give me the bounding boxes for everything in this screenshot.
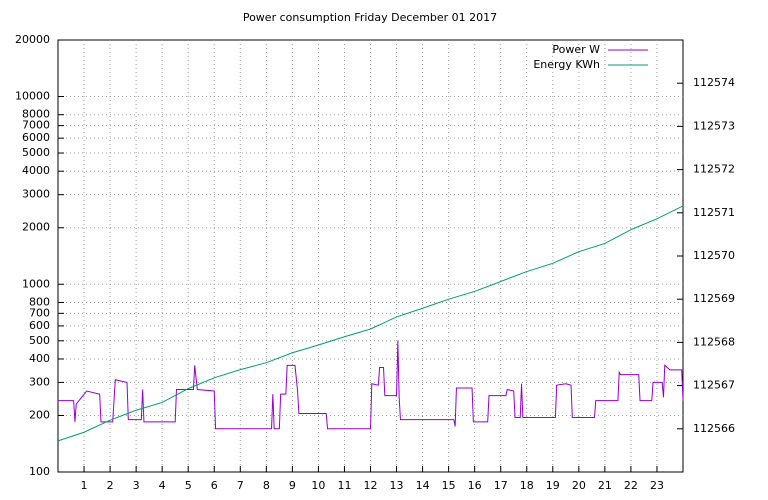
legend-label: Power W	[552, 43, 600, 56]
x-tick-label: 4	[159, 479, 166, 492]
x-tick-label: 15	[442, 479, 456, 492]
y-tick-label: 500	[29, 334, 50, 347]
x-tick-label: 14	[416, 479, 430, 492]
series-line	[57, 205, 684, 442]
x-tick-label: 20	[572, 479, 586, 492]
y-tick-label: 10000	[15, 90, 50, 103]
y-tick-label: 3000	[22, 188, 50, 201]
y-tick-label: 7000	[22, 119, 50, 132]
legend-label: Energy KWh	[533, 58, 600, 71]
y-tick-label: 8000	[22, 108, 50, 121]
x-tick-label: 13	[390, 479, 404, 492]
series-line	[58, 340, 684, 430]
y-tick-label: 6000	[22, 131, 50, 144]
y2-tick-label: 112568	[693, 335, 735, 348]
y2-tick-label: 112566	[693, 422, 735, 435]
y-tick-label: 20000	[15, 33, 50, 46]
y2-tick-label: 112574	[693, 76, 735, 89]
x-tick-label: 23	[650, 479, 664, 492]
x-tick-label: 11	[337, 479, 351, 492]
x-tick-label: 10	[311, 479, 325, 492]
y-tick-label: 600	[29, 319, 50, 332]
x-tick-label: 1	[81, 479, 88, 492]
x-tick-label: 2	[107, 479, 114, 492]
y2-tick-label: 112571	[693, 206, 735, 219]
y2-tick-label: 112572	[693, 163, 735, 176]
x-tick-label: 12	[364, 479, 378, 492]
y2-tick-label: 112573	[693, 119, 735, 132]
y-tick-label: 100	[29, 465, 50, 478]
y-tick-label: 400	[29, 352, 50, 365]
y-tick-label: 700	[29, 306, 50, 319]
y-tick-label: 1000	[22, 277, 50, 290]
y-tick-label: 5000	[22, 146, 50, 159]
x-tick-label: 9	[289, 479, 296, 492]
x-tick-label: 3	[133, 479, 140, 492]
x-tick-label: 22	[624, 479, 638, 492]
y-tick-label: 300	[29, 375, 50, 388]
x-tick-label: 21	[598, 479, 612, 492]
x-tick-label: 5	[185, 479, 192, 492]
y2-tick-label: 112567	[693, 379, 735, 392]
x-tick-label: 16	[468, 479, 482, 492]
x-tick-label: 8	[263, 479, 270, 492]
x-tick-label: 18	[520, 479, 534, 492]
x-tick-label: 7	[237, 479, 244, 492]
y2-tick-label: 112569	[693, 292, 735, 305]
y-tick-label: 200	[29, 408, 50, 421]
x-tick-label: 6	[211, 479, 218, 492]
chart-title: Power consumption Friday December 01 201…	[243, 11, 497, 24]
y-tick-label: 800	[29, 295, 50, 308]
x-tick-label: 19	[546, 479, 560, 492]
y-tick-label: 4000	[22, 164, 50, 177]
x-tick-label: 17	[494, 479, 508, 492]
y2-tick-label: 112570	[693, 249, 735, 262]
y-tick-label: 2000	[22, 221, 50, 234]
